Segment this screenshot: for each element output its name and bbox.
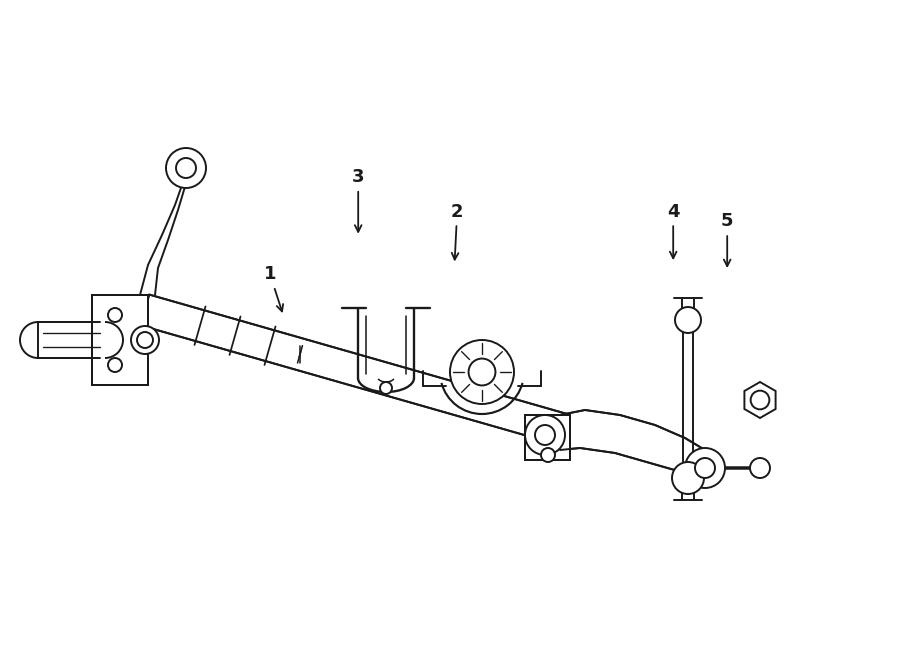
Polygon shape <box>525 415 570 460</box>
Circle shape <box>450 340 514 404</box>
Circle shape <box>108 358 122 372</box>
Circle shape <box>535 425 555 445</box>
Circle shape <box>675 307 701 333</box>
Circle shape <box>751 391 770 409</box>
Circle shape <box>685 448 725 488</box>
Circle shape <box>137 332 153 348</box>
Text: 4: 4 <box>667 202 680 258</box>
Circle shape <box>108 308 122 322</box>
Polygon shape <box>38 322 100 358</box>
Text: 5: 5 <box>721 212 734 266</box>
Circle shape <box>541 448 555 462</box>
Text: 1: 1 <box>264 265 284 311</box>
Polygon shape <box>140 295 570 446</box>
Circle shape <box>750 458 770 478</box>
Circle shape <box>525 415 565 455</box>
Polygon shape <box>92 295 148 385</box>
Circle shape <box>380 382 392 394</box>
Circle shape <box>672 462 704 494</box>
Circle shape <box>176 158 196 178</box>
Circle shape <box>131 326 159 354</box>
Polygon shape <box>744 382 776 418</box>
Text: 3: 3 <box>352 168 365 232</box>
Polygon shape <box>560 410 705 485</box>
Circle shape <box>469 358 495 385</box>
Circle shape <box>695 458 715 478</box>
Circle shape <box>166 148 206 188</box>
Text: 2: 2 <box>451 202 464 260</box>
